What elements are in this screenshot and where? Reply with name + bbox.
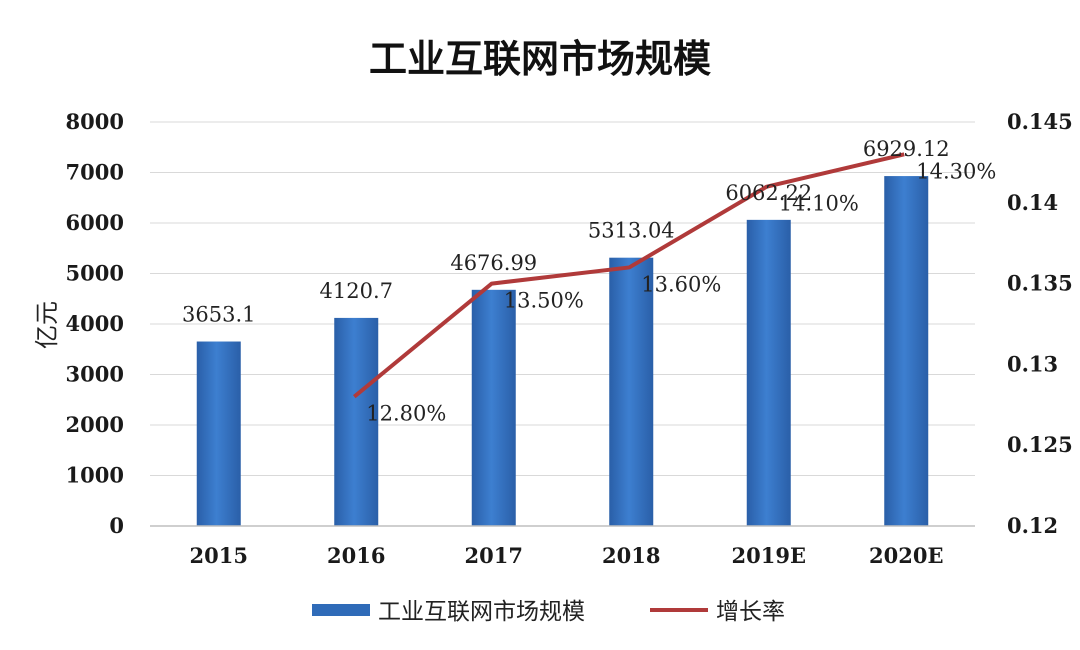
y-axis-label: 亿元 bbox=[33, 301, 61, 349]
legend-bar-label: 工业互联网市场规模 bbox=[378, 599, 585, 625]
bar-value-label: 6062.22 bbox=[725, 181, 812, 205]
growth-rate-line bbox=[352, 152, 905, 399]
x-tick-label: 2020E bbox=[869, 543, 943, 568]
bar bbox=[884, 176, 929, 526]
legend: 工业互联网市场规模 增长率 bbox=[312, 599, 785, 625]
gridlines bbox=[150, 121, 975, 527]
y2-tick-label: 0.12 bbox=[1007, 513, 1058, 538]
y2-tick-label: 0.14 bbox=[1007, 190, 1058, 215]
y-tick-label: 3000 bbox=[66, 362, 124, 387]
rate-value-label: 14.30% bbox=[916, 159, 996, 183]
y2-tick-label: 0.13 bbox=[1007, 351, 1058, 376]
bar-value-label: 3653.1 bbox=[182, 303, 255, 327]
y-tick-label: 5000 bbox=[66, 261, 124, 286]
x-tick-label: 2018 bbox=[602, 543, 660, 568]
y-tick-label: 4000 bbox=[66, 311, 124, 336]
y-tick-label: 7000 bbox=[66, 160, 124, 185]
bar bbox=[196, 341, 241, 526]
y-tick-label: 0 bbox=[109, 513, 124, 538]
y2-tick-label: 0.145 bbox=[1007, 109, 1073, 134]
y-tick-label: 8000 bbox=[66, 109, 124, 134]
line-series bbox=[352, 152, 905, 399]
y-tick-label: 6000 bbox=[66, 210, 124, 235]
bar-series bbox=[196, 176, 929, 526]
rate-value-label: 13.50% bbox=[504, 289, 584, 313]
axes: 0 1000 2000 3000 4000 5000 6000 7000 8000 0.12 0.1… bbox=[66, 109, 1073, 568]
legend-bar-swatch bbox=[312, 604, 370, 616]
bar-value-label: 6929.12 bbox=[863, 137, 950, 161]
data-labels: 3653.1 4120.7 4676.99 5313.04 6062.22 6929.12… bbox=[182, 137, 996, 426]
y-tick-label: 1000 bbox=[66, 463, 124, 488]
x-tick-label: 2019E bbox=[732, 543, 806, 568]
bar-value-label: 4120.7 bbox=[320, 279, 393, 303]
bar bbox=[334, 317, 379, 526]
legend-line-label: 增长率 bbox=[716, 599, 785, 625]
chart-title: 工业互联网市场规模 bbox=[369, 37, 711, 81]
y2-tick-label: 0.125 bbox=[1007, 432, 1073, 457]
bar bbox=[746, 219, 791, 526]
rate-value-label: 13.60% bbox=[641, 272, 721, 296]
bar bbox=[609, 257, 654, 526]
rate-value-label: 14.10% bbox=[779, 192, 859, 216]
x-tick-label: 2015 bbox=[190, 543, 248, 568]
y2-tick-label: 0.135 bbox=[1007, 271, 1073, 296]
bar bbox=[471, 289, 516, 526]
bar-value-label: 4676.99 bbox=[450, 251, 537, 275]
y-tick-label: 2000 bbox=[66, 412, 124, 437]
rate-value-label: 12.80% bbox=[366, 402, 446, 426]
bar-value-label: 5313.04 bbox=[588, 219, 675, 243]
x-tick-label: 2017 bbox=[465, 543, 523, 568]
x-tick-label: 2016 bbox=[327, 543, 385, 568]
